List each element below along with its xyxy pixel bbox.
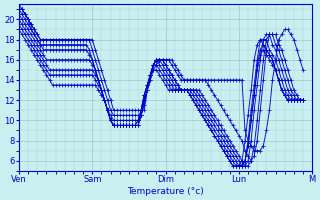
X-axis label: Temperature (°c): Temperature (°c) xyxy=(127,187,204,196)
